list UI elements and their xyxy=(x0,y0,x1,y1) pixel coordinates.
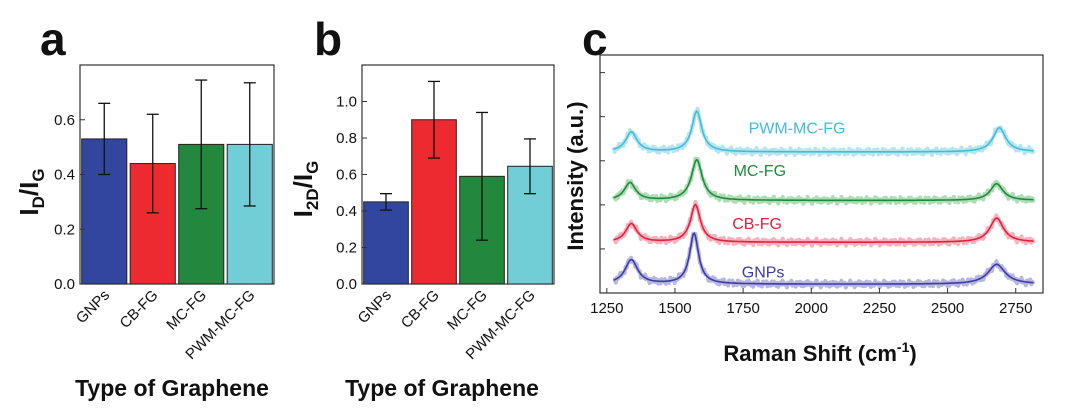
panel-a-ylabel: ID/IG xyxy=(14,168,48,215)
panel-b-xtick-label-1: CB-FG xyxy=(398,287,443,332)
panel-b-ytick-label-0: 0.0 xyxy=(336,276,357,293)
panel-b-ytick-label-1: 0.2 xyxy=(336,240,357,257)
panel-a-bars xyxy=(81,138,273,285)
panel-c-spectrum-fit-3 xyxy=(613,110,1034,153)
panel-a-xtick-label-2: MC-FG xyxy=(163,287,210,334)
panel-a-yaxis: 0.0 0.2 0.4 0.6 xyxy=(54,112,85,293)
panel-a-ytick-label-1: 0.2 xyxy=(54,221,75,238)
panel-c-spectra xyxy=(611,106,1036,290)
panel-c-xtick-label-5: 2500 xyxy=(931,300,964,317)
panel-b-yaxis: 0.0 0.2 0.4 0.6 0.8 1.0 xyxy=(336,94,367,293)
panel-a-errorbars xyxy=(98,79,256,214)
panel-a-xlabel: Type of Graphene xyxy=(75,375,269,401)
panel-c-xtick-label-3: 2000 xyxy=(795,300,828,317)
panel-c-xtick-label-6: 2750 xyxy=(999,300,1032,317)
panel-c-xlabel-sup: -1 xyxy=(897,339,910,355)
panel-b-bars xyxy=(363,119,553,285)
panel-b-xlabel: Type of Graphene xyxy=(345,375,539,401)
panel-c-letter: c xyxy=(582,13,608,65)
panel-a-ylabel-main: I xyxy=(14,208,44,215)
panel-b-ytick-label-5: 1.0 xyxy=(336,94,357,111)
panel-c-xlabel-end: ) xyxy=(909,341,916,366)
panel-b-ylabel-mid: /I xyxy=(288,174,318,188)
panel-c-series-label-3: PWM-MC-FG xyxy=(749,120,846,137)
panel-c-xlabel-main: Raman Shift (cm xyxy=(723,341,897,366)
panel-a-xtick-label-0: GNPs xyxy=(73,287,113,327)
panel-b: b 0.0 0.2 0.4 0.6 0.8 1.0 GNPs CB-FG MC-FGPWM-M… xyxy=(288,13,555,401)
panel-c-series-labels: GNPs CB-FG MC-FG PWM-MC-FG xyxy=(732,120,845,281)
panel-a-ytick-label-3: 0.6 xyxy=(54,112,75,129)
panel-c-series-label-2: MC-FG xyxy=(734,163,786,180)
panel-c: c GNPs CB-FG MC-FG PWM-MC-FG 1250 1500 1750 20… xyxy=(563,13,1044,366)
panel-a-xtick-label-1: CB-FG xyxy=(117,287,162,332)
panel-a-ylabel-sub2: G xyxy=(29,168,48,181)
panel-b-ytick-label-2: 0.4 xyxy=(336,203,357,220)
panel-c-spectrum-fit-0 xyxy=(613,231,1034,285)
panel-c-spectrum-fit-2 xyxy=(613,158,1034,202)
panel-b-xtick-label-2: MC-FG xyxy=(444,287,491,334)
panel-b-ylabel-main: I xyxy=(288,210,318,217)
panel-c-xtick-label-0: 1250 xyxy=(590,300,623,317)
panel-c-xtick-label-4: 2250 xyxy=(863,300,896,317)
panel-b-ylabel-sub2: G xyxy=(303,161,322,174)
panel-a-letter: a xyxy=(40,13,66,65)
panel-c-xlabel: Raman Shift (cm-1) xyxy=(723,339,916,366)
panel-b-errorbars xyxy=(380,80,536,241)
panel-b-ytick-label-3: 0.6 xyxy=(336,167,357,184)
panel-b-bar-0 xyxy=(363,201,409,285)
panel-b-ylabel-sub1: 2D xyxy=(303,188,322,210)
panel-c-plot-frame xyxy=(599,54,1044,294)
panel-c-xtick-label-1: 1500 xyxy=(658,300,691,317)
panel-c-series-label-0: GNPs xyxy=(742,265,785,282)
panel-c-series-label-1: CB-FG xyxy=(732,216,782,233)
panel-c-xaxis: 1250 1500 1750 2000 2250 2500 2750 xyxy=(590,288,1032,317)
panel-c-yaxis-ticks xyxy=(600,72,605,250)
panel-b-xtick-label-0: GNPs xyxy=(355,287,395,327)
panel-a-ylabel-mid: /I xyxy=(14,182,44,196)
panel-c-ylabel: Intensity (a.u.) xyxy=(563,101,588,250)
panel-b-ylabel: I2D/IG xyxy=(288,161,322,218)
panel-b-letter: b xyxy=(314,13,342,65)
panel-a-ylabel-sub1: D xyxy=(29,196,48,208)
panel-c-spectrum-fit-1 xyxy=(613,203,1034,243)
panel-a-ytick-label-2: 0.4 xyxy=(54,167,75,184)
panel-a-ytick-label-0: 0.0 xyxy=(54,276,75,293)
panel-b-ytick-label-4: 0.8 xyxy=(336,130,357,147)
panel-c-xtick-label-2: 1750 xyxy=(726,300,759,317)
